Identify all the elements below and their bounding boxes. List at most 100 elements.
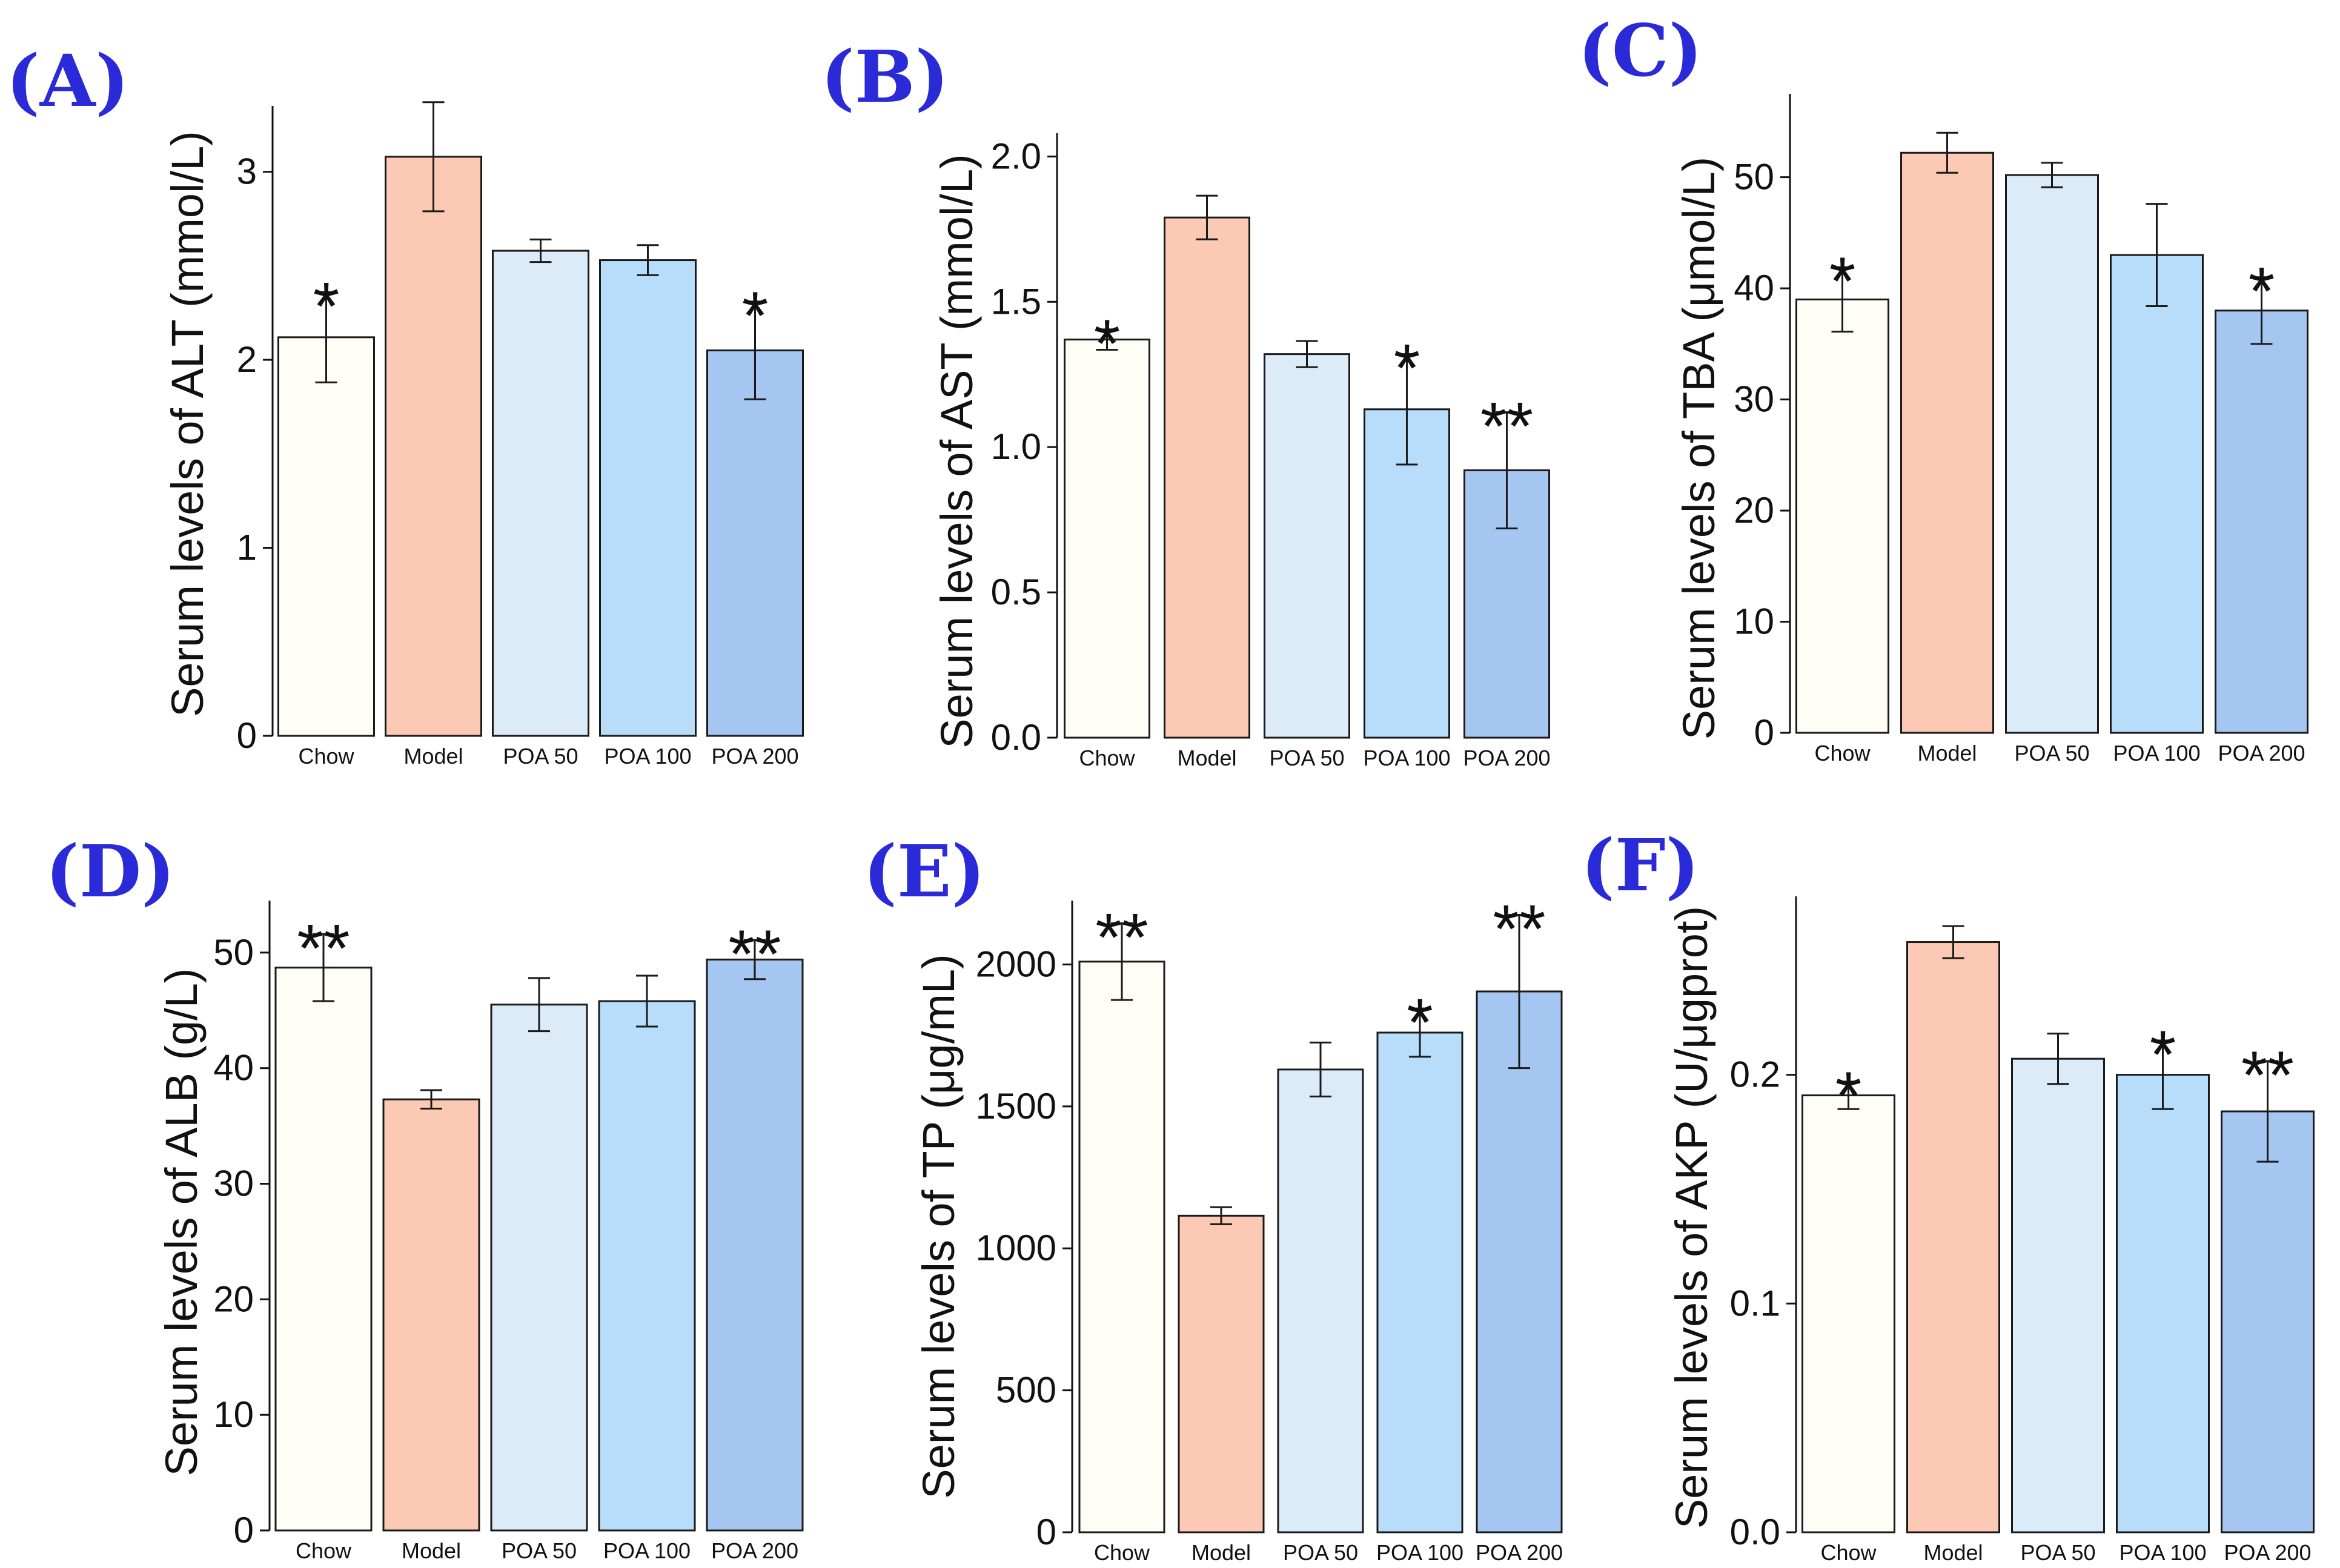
x-tick-label: Chow [298,744,354,769]
plot-area-a: 0 1 2 3 * Chow Model POA 50 POA 100 * POA 200 [237,101,804,769]
y-tick-label: 40 [1734,268,1774,308]
significance-marker: * [1407,985,1433,1060]
bar-poa-100 [2116,1074,2210,1533]
y-tick-label: 10 [1734,601,1774,642]
bar-poa-200 [2221,1110,2315,1533]
plot-area-d: 0 10 20 30 40 50 ** Chow Model POA 50 POA 100 ** POA… [213,901,804,1563]
bar-poa-50 [492,250,589,737]
significance-marker: ** [1480,389,1533,465]
bar-poa-50 [1264,353,1350,739]
x-tick-label: POA 200 [2224,1540,2311,1565]
panel-label-b: (B) [821,35,949,119]
bar-model [385,156,482,737]
panel-label-c: (C) [1578,8,1703,93]
bar-poa-200 [2215,309,2309,734]
y-tick-label: 0.2 [1730,1054,1780,1095]
y-axis-label-d: Serum levels of ALB (g/L) [156,968,207,1476]
bar-chow [274,967,373,1532]
y-tick-label: 10 [213,1394,254,1435]
y-tick-label: 1.0 [991,426,1041,467]
y-tick-label: 0 [237,715,257,756]
bar-poa-50 [490,1004,588,1532]
x-tick-label: POA 100 [604,744,691,769]
y-tick-label: 20 [1734,490,1774,531]
bar-poa-100 [599,259,697,737]
bar-model [1178,1214,1265,1533]
y-axis-label-a: Serum levels of ALT (mmol/L) [162,131,213,717]
x-tick-label: POA 50 [1269,746,1344,770]
significance-marker: ** [2241,1037,2294,1113]
y-tick-label: 2.0 [991,136,1041,176]
panel-d: (D) Serum levels of ALB (g/L) 0 10 20 30 40 5… [45,829,804,1563]
y-axis-label-b: Serum levels of AST (mmol/L) [932,154,982,748]
panel-e: (E) Serum levels of TP (μg/mL) 0 500 1000 1… [863,829,1563,1565]
y-tick-label: 1500 [976,1086,1056,1126]
bar-poa-100 [1376,1031,1463,1533]
x-tick-label: POA 200 [711,744,798,769]
x-tick-label: POA 100 [1376,1540,1463,1565]
y-tick-label: 0.1 [1730,1283,1780,1323]
x-tick-label: POA 50 [502,1538,577,1563]
y-axis-label-c: Serum levels of TBA (μmol/L) [1674,157,1724,739]
y-tick-label: 50 [213,932,254,973]
y-tick-label: 30 [1734,379,1774,420]
x-tick-label: POA 100 [2113,741,2200,766]
x-tick-label: Chow [1820,1540,1877,1565]
panel-a: (A) Serum levels of ALT (mmol/L) 0 1 2 3 * Ch… [6,39,804,769]
bar-poa-50 [2005,174,2099,734]
y-axis-label-e: Serum levels of TP (μg/mL) [913,954,964,1498]
bar-model [1900,151,1994,734]
plot-area-c: 0 10 20 30 40 50 * Chow Model POA 50 POA 100 * POA 2… [1734,94,2309,766]
significance-marker: ** [1095,900,1148,976]
significance-marker: ** [1493,891,1545,967]
plot-area-f: 0.0 0.1 0.2 * Chow Model POA 50 * POA 100 ** POA 2… [1730,896,2315,1565]
bar-chow [277,336,375,737]
panel-f: (F) Serum levels of AKP (U/μgprot) 0.00.… [1581,823,2315,1565]
bar-poa-50 [2011,1057,2105,1533]
x-tick-label: POA 50 [2020,1540,2095,1565]
y-tick-label: 50 [1734,157,1774,197]
y-tick-label: 30 [213,1163,254,1204]
x-tick-label: Model [402,1538,461,1563]
bar-chow [1801,1094,1895,1533]
bar-poa-100 [598,1000,696,1532]
y-tick-label: 1000 [976,1228,1056,1268]
bar-chow [1078,961,1165,1533]
y-tick-label: 3 [237,151,257,192]
y-tick-label: 500 [996,1370,1056,1411]
y-tick-label: 0 [1754,712,1774,753]
panel-label-a: (A) [6,39,129,123]
x-tick-label: Chow [296,1538,352,1563]
bar-model [1164,216,1250,739]
significance-marker: * [2249,254,2275,329]
x-tick-label: Chow [1094,1540,1150,1565]
y-tick-label: 1 [237,528,257,568]
bar-model [1906,941,2000,1533]
significance-marker: ** [728,916,781,992]
panel-c: (C) Serum levels of TBA (μmol/L) 0 10 20 30… [1578,8,2309,766]
x-tick-label: POA 200 [711,1538,798,1563]
x-tick-label: Chow [1814,741,1871,766]
panel-label-d: (D) [45,829,175,913]
panel-b: (B) Serum levels of AST (mmol/L) 0.0 0.5 1… [821,35,1551,770]
x-tick-label: POA 200 [1463,746,1550,770]
x-tick-label: Chow [1079,746,1135,770]
x-tick-label: POA 50 [2014,741,2089,766]
y-tick-label: 20 [213,1279,254,1319]
y-tick-label: 1.5 [991,281,1041,322]
y-axis-label-f: Serum levels of AKP (U/μgprot) [1666,906,1717,1529]
y-tick-label: 0 [1036,1512,1056,1552]
bar-poa-200 [706,349,804,737]
y-tick-label: 2 [237,339,257,380]
x-tick-label: Model [403,744,463,769]
significance-marker: * [1835,1058,1862,1134]
x-tick-label: POA 100 [1363,746,1450,770]
y-tick-label: 0 [234,1510,254,1550]
significance-marker: * [742,278,769,354]
x-tick-label: POA 100 [2119,1540,2206,1565]
bar-poa-100 [2110,254,2204,734]
significance-marker: * [1394,331,1420,406]
x-tick-label: Model [1177,746,1236,770]
y-tick-label: 2000 [976,944,1056,984]
